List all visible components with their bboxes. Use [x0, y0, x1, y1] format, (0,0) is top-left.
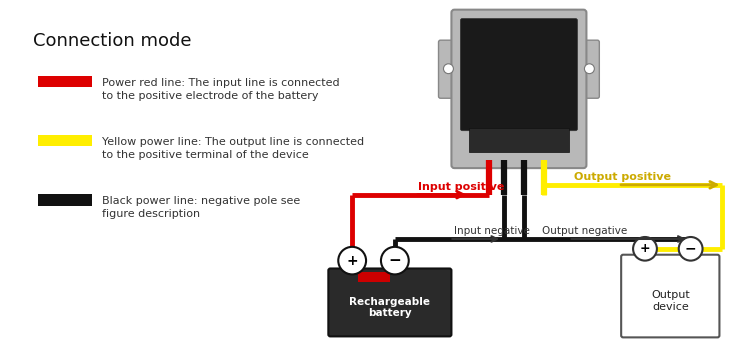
Text: Output positive: Output positive	[574, 172, 670, 182]
Text: +: +	[640, 242, 650, 255]
Text: +: +	[346, 254, 358, 268]
Circle shape	[633, 237, 657, 261]
Text: Rechargeable
battery: Rechargeable battery	[350, 296, 430, 318]
Text: Output
device: Output device	[651, 290, 690, 312]
Circle shape	[443, 64, 454, 74]
FancyBboxPatch shape	[328, 268, 452, 336]
Circle shape	[584, 64, 594, 74]
FancyBboxPatch shape	[439, 40, 458, 98]
FancyBboxPatch shape	[621, 255, 719, 337]
Text: Yellow power line: The output line is connected: Yellow power line: The output line is co…	[102, 136, 364, 147]
Text: Connection mode: Connection mode	[32, 32, 191, 50]
Bar	[38, 194, 92, 205]
FancyBboxPatch shape	[460, 19, 578, 131]
Bar	[358, 272, 390, 282]
Bar	[38, 135, 92, 146]
FancyBboxPatch shape	[452, 10, 586, 168]
FancyBboxPatch shape	[580, 40, 599, 98]
Text: −: −	[685, 242, 697, 256]
Text: Input negative: Input negative	[454, 226, 530, 236]
Text: Power red line: The input line is connected: Power red line: The input line is connec…	[102, 78, 340, 88]
Circle shape	[679, 237, 703, 261]
Text: to the positive electrode of the battery: to the positive electrode of the battery	[102, 91, 319, 102]
Text: Output negative: Output negative	[542, 226, 627, 236]
Text: Black power line: negative pole see: Black power line: negative pole see	[102, 196, 300, 206]
Circle shape	[338, 247, 366, 274]
Circle shape	[381, 247, 409, 274]
Text: to the positive terminal of the device: to the positive terminal of the device	[102, 150, 309, 160]
Text: −: −	[388, 253, 401, 268]
Bar	[38, 76, 92, 88]
Text: figure description: figure description	[102, 209, 200, 219]
Text: Input positive: Input positive	[418, 182, 504, 192]
Bar	[470, 128, 568, 152]
